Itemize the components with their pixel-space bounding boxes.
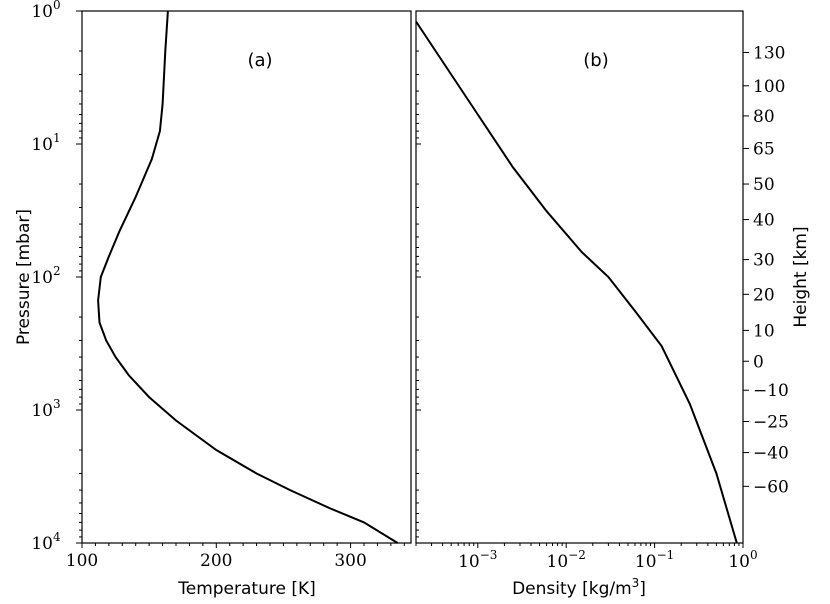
panel-b: 10−3 10−2 10−1 100 130100806550403020100−10…: [415, 10, 811, 599]
density-label-sup: 3: [632, 576, 640, 590]
panel-a-label: (a): [247, 50, 272, 71]
height-tick-label: 80: [753, 107, 775, 127]
height-tick-label: 65: [753, 139, 775, 159]
panel-a-y-tick-label: 104: [31, 530, 61, 554]
panel-a-x-tick-label: 200: [200, 551, 232, 571]
temperature-profile-line: [97, 10, 399, 544]
density-label-end: ]: [639, 579, 646, 599]
y2-axis-label-height: Height [km]: [791, 226, 811, 327]
height-tick-label: 10: [753, 321, 775, 341]
density-label-main: Density [kg/m: [512, 579, 632, 599]
height-tick-label: 0: [753, 352, 764, 372]
panel-a: 100 200 300 100 101 102 103 104 (a) Temperatur…: [14, 0, 412, 599]
height-tick-label: 20: [753, 285, 775, 305]
height-tick-label: 100: [753, 77, 785, 97]
panel-b-x-tick-label: 10−2: [547, 548, 586, 572]
height-tick-label: −60: [753, 477, 789, 497]
x-axis-label-density: Density [kg/m3]: [512, 576, 646, 599]
x-axis-label-temperature: Temperature [K]: [177, 579, 316, 599]
panel-b-x-tick-label: 10−1: [635, 548, 674, 572]
panel-b-frame: [415, 10, 744, 544]
panel-a-y-tick-label: 103: [31, 397, 60, 421]
panel-a-x-tick-label: 100: [66, 551, 98, 571]
height-tick-label: −10: [753, 381, 789, 401]
panel-a-x-ticks: 100 200 300: [66, 543, 405, 571]
height-tick-label: −40: [753, 444, 789, 464]
panel-a-y-tick-label: 100: [31, 0, 60, 22]
y-axis-label-pressure: Pressure [mbar]: [14, 209, 34, 345]
panel-b-x-tick-label: 10−3: [458, 548, 497, 572]
density-profile-line: [415, 20, 738, 544]
height-tick-label: 130: [753, 43, 785, 63]
height-tick-label: 50: [753, 175, 775, 195]
height-tick-label: 30: [753, 251, 775, 271]
panel-b-x-ticks: 10−3 10−2 10−1 100: [415, 543, 758, 572]
panel-a-y-tick-label: 101: [31, 131, 60, 155]
panel-a-y-tick-label: 102: [31, 264, 60, 288]
panel-b-label: (b): [583, 50, 608, 71]
height-tick-label: −25: [753, 412, 789, 432]
panel-a-y-ticks: 100 101 102 103 104: [31, 0, 82, 554]
panel-a-frame: [81, 10, 412, 544]
panel-b-x-tick-label: 100: [728, 548, 757, 572]
panel-a-x-tick-label: 300: [334, 551, 366, 571]
height-tick-label: 40: [753, 211, 775, 231]
